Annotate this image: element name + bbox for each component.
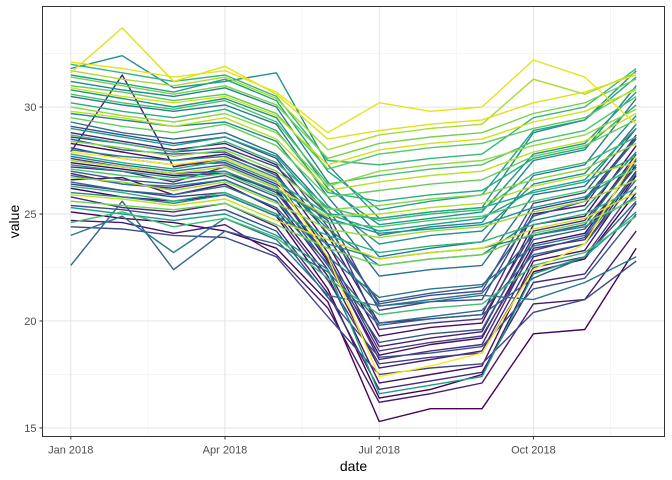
series-line-s21 bbox=[70, 200, 637, 326]
series-line-s60 bbox=[70, 151, 637, 378]
series-line-s18 bbox=[70, 204, 637, 358]
series-line-s10 bbox=[70, 196, 637, 391]
series-line-s50 bbox=[70, 140, 637, 211]
series-line-s37 bbox=[70, 74, 637, 211]
series-line-s34 bbox=[70, 89, 637, 226]
axes: 15 20 25 30 Jan 2018 Apr 2018 Jul 2018 Oct 2018 bbox=[24, 102, 555, 456]
x-axis-title: date bbox=[340, 458, 367, 474]
y-tick-label: 15 bbox=[24, 423, 36, 435]
x-tick-label: Jul 2018 bbox=[358, 445, 400, 457]
series-line-s27 bbox=[70, 95, 637, 258]
series-line-s46 bbox=[70, 85, 637, 170]
series-line-s38 bbox=[70, 153, 637, 220]
series-line-s6 bbox=[70, 219, 637, 403]
series-line-s9 bbox=[70, 132, 637, 324]
series-line-s56 bbox=[70, 191, 637, 260]
series-line-s24 bbox=[70, 121, 637, 277]
series-line-s2 bbox=[70, 211, 637, 423]
series-line-s11 bbox=[70, 166, 637, 361]
series-line-s40 bbox=[70, 185, 637, 254]
plot-border bbox=[42, 6, 665, 437]
series-line-s53 bbox=[70, 70, 637, 151]
series-line-s33 bbox=[70, 164, 637, 235]
y-tick-label: 20 bbox=[24, 316, 36, 328]
x-tick-label: Oct 2018 bbox=[511, 445, 556, 457]
series-line-s19 bbox=[70, 166, 637, 344]
series-line-s44 bbox=[70, 93, 637, 185]
series-line-s26 bbox=[70, 172, 637, 299]
series-line-s54 bbox=[70, 159, 637, 217]
series-line-s59 bbox=[70, 59, 637, 134]
series-line-s41 bbox=[70, 63, 637, 166]
series-line-s5 bbox=[70, 175, 637, 384]
series-line-s28 bbox=[70, 149, 637, 267]
series-line-s20 bbox=[70, 138, 637, 303]
series-line-s8 bbox=[70, 172, 637, 369]
series-line-s16 bbox=[70, 226, 637, 376]
series-line-s39 bbox=[70, 102, 637, 202]
y-tick-label: 25 bbox=[24, 209, 36, 221]
series-line-s51 bbox=[70, 106, 637, 187]
series-line-s42 bbox=[70, 134, 637, 222]
series-line-s22 bbox=[70, 179, 637, 324]
series-lines bbox=[70, 27, 637, 423]
series-line-s25 bbox=[70, 215, 637, 307]
y-axis-title: value bbox=[6, 205, 22, 239]
series-line-s45 bbox=[70, 168, 637, 228]
series-line-s17 bbox=[70, 125, 637, 305]
series-line-s58 bbox=[70, 27, 637, 140]
series-line-s52 bbox=[70, 176, 637, 239]
series-line-s55 bbox=[70, 110, 637, 192]
series-line-s49 bbox=[70, 76, 637, 160]
series-line-s47 bbox=[70, 117, 637, 198]
series-line-s35 bbox=[70, 206, 637, 395]
series-line-s29 bbox=[70, 80, 637, 237]
x-tick-label: Apr 2018 bbox=[203, 445, 248, 457]
series-line-s57 bbox=[70, 87, 637, 166]
y-tick-label: 30 bbox=[24, 102, 36, 114]
x-tick-label: Jan 2018 bbox=[48, 445, 93, 457]
series-line-s36 bbox=[70, 127, 637, 232]
series-line-s48 bbox=[70, 198, 637, 267]
series-line-s43 bbox=[70, 211, 637, 316]
series-line-s30 bbox=[70, 191, 637, 260]
series-line-s32 bbox=[70, 55, 637, 220]
series-line-s1 bbox=[70, 187, 637, 399]
